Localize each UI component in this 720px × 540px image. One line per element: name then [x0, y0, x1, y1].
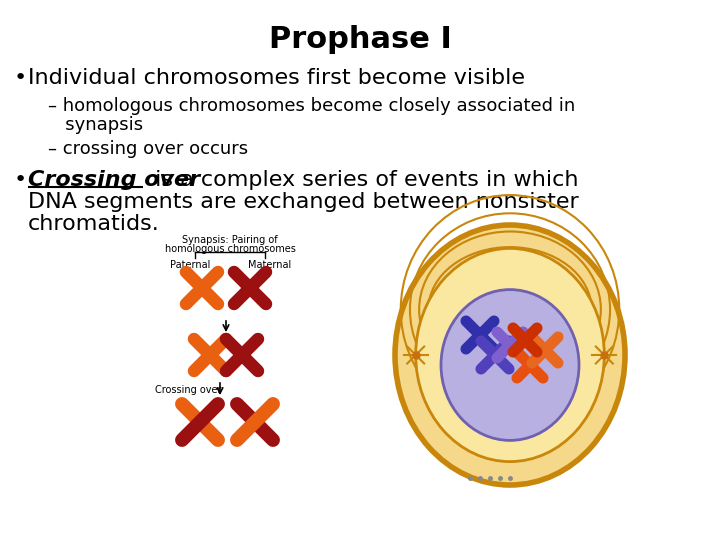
Text: Crossing over: Crossing over: [28, 170, 200, 190]
Text: chromatids.: chromatids.: [28, 214, 160, 234]
Ellipse shape: [415, 248, 604, 462]
Text: Paternal: Paternal: [170, 260, 210, 270]
Text: Crossing over: Crossing over: [155, 385, 222, 395]
Text: •: •: [14, 170, 27, 190]
Text: homologous chromosomes: homologous chromosomes: [165, 244, 295, 254]
Text: – homologous chromosomes become closely associated in: – homologous chromosomes become closely …: [48, 97, 575, 115]
Text: DNA segments are exchanged between nonsister: DNA segments are exchanged between nonsi…: [28, 192, 579, 212]
Text: Individual chromosomes first become visible: Individual chromosomes first become visi…: [28, 68, 525, 88]
Text: synapsis: synapsis: [48, 116, 143, 134]
Text: •: •: [14, 68, 27, 88]
Text: – crossing over occurs: – crossing over occurs: [48, 140, 248, 158]
Text: Synapsis: Pairing of: Synapsis: Pairing of: [182, 235, 278, 245]
Text: is a complex series of events in which: is a complex series of events in which: [148, 170, 578, 190]
Text: Prophase I: Prophase I: [269, 25, 451, 54]
Ellipse shape: [441, 289, 579, 441]
Ellipse shape: [395, 225, 625, 485]
Text: Maternal: Maternal: [248, 260, 292, 270]
